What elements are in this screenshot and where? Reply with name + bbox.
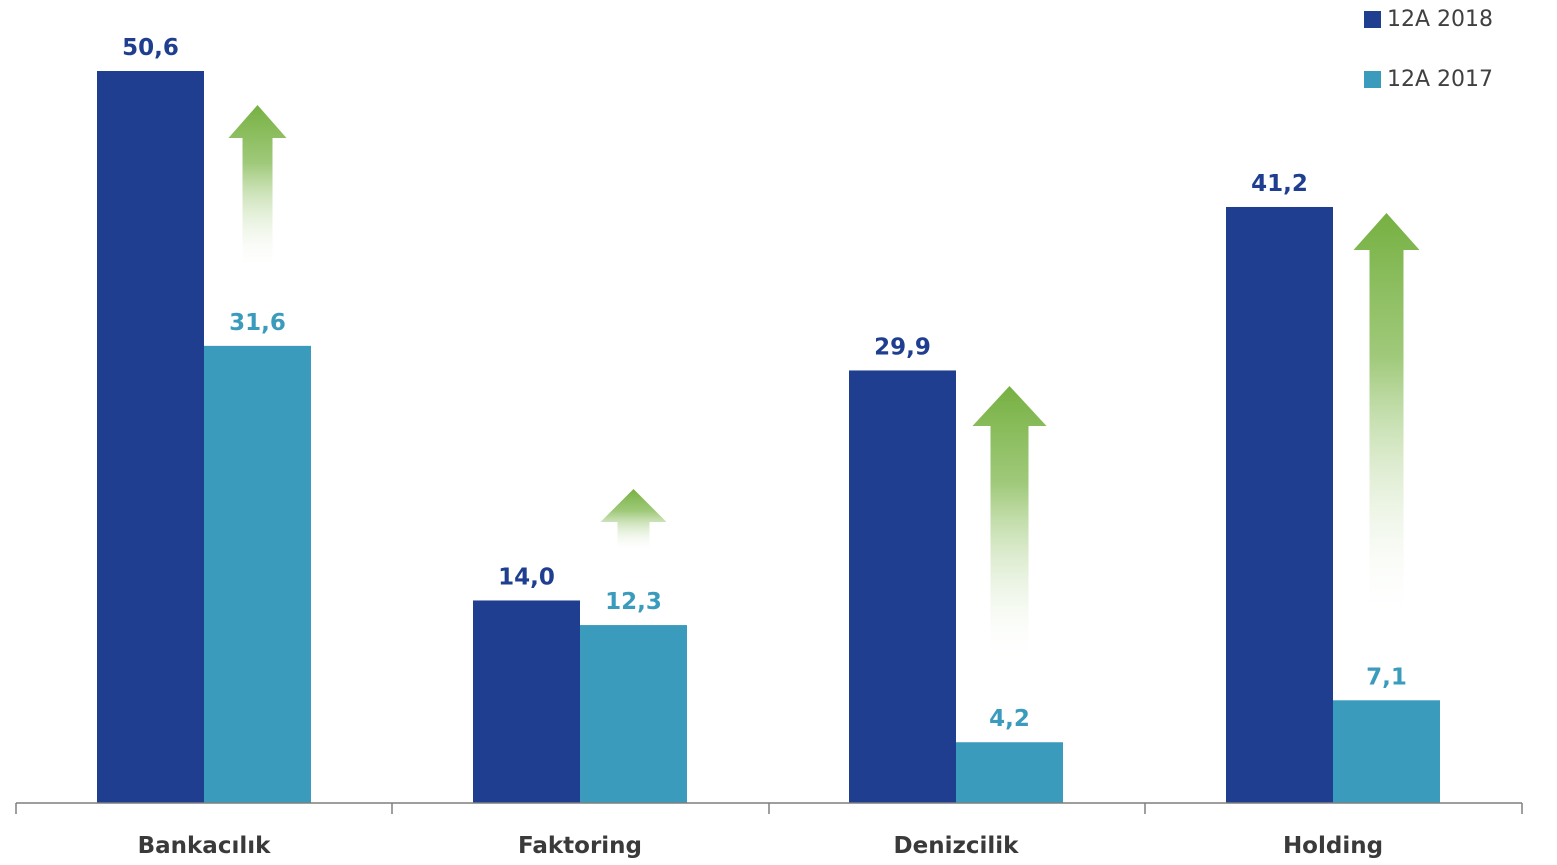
- bar-2017-3: [1333, 700, 1440, 803]
- growth-arrow-icon: [600, 489, 667, 552]
- category-label-2: Denizcilik: [894, 833, 1020, 859]
- category-label-1: Faktoring: [518, 833, 642, 859]
- legend-label-2018: 12A 2018: [1387, 6, 1494, 32]
- data-label-2018-3: 41,2: [1251, 171, 1308, 197]
- data-label-2017-0: 31,6: [229, 310, 286, 336]
- x-axis: [15, 802, 1523, 814]
- data-label-2017-3: 7,1: [1366, 664, 1407, 690]
- bar-2017-1: [580, 625, 687, 803]
- bar-2018-2: [849, 370, 956, 803]
- data-label-2018-2: 29,9: [874, 334, 931, 360]
- arrows-layer: [228, 105, 1420, 665]
- bar-2018-3: [1226, 206, 1333, 803]
- category-label-3: Holding: [1283, 833, 1383, 859]
- legend-item-2018: 12A 2018: [1364, 4, 1493, 34]
- data-label-2017-2: 4,2: [989, 706, 1030, 732]
- category-label-0: Bankacılık: [138, 833, 272, 859]
- labels-layer: 50,6 14,0 29,9 41,2 31,6 12,3 4,2 7,1 Bankacılık…: [122, 35, 1407, 859]
- bar-2017-0: [204, 345, 311, 803]
- bar-2018-1: [473, 600, 580, 803]
- data-label-2018-1: 14,0: [498, 564, 555, 590]
- legend-item-2017: 12A 2017: [1364, 64, 1493, 94]
- bar-2018-0: [97, 71, 204, 803]
- bars-layer: [97, 71, 1440, 803]
- bar-2017-2: [956, 742, 1063, 803]
- data-label-2018-0: 50,6: [122, 35, 179, 61]
- legend-swatch-2018: [1364, 10, 1381, 28]
- data-label-2017-1: 12,3: [605, 589, 662, 615]
- growth-arrow-icon: [228, 105, 287, 272]
- legend-label-2017: 12A 2017: [1387, 66, 1494, 92]
- legend-swatch-2017: [1364, 70, 1381, 88]
- growth-arrow-icon: [972, 386, 1047, 665]
- growth-arrow-icon: [1353, 213, 1420, 625]
